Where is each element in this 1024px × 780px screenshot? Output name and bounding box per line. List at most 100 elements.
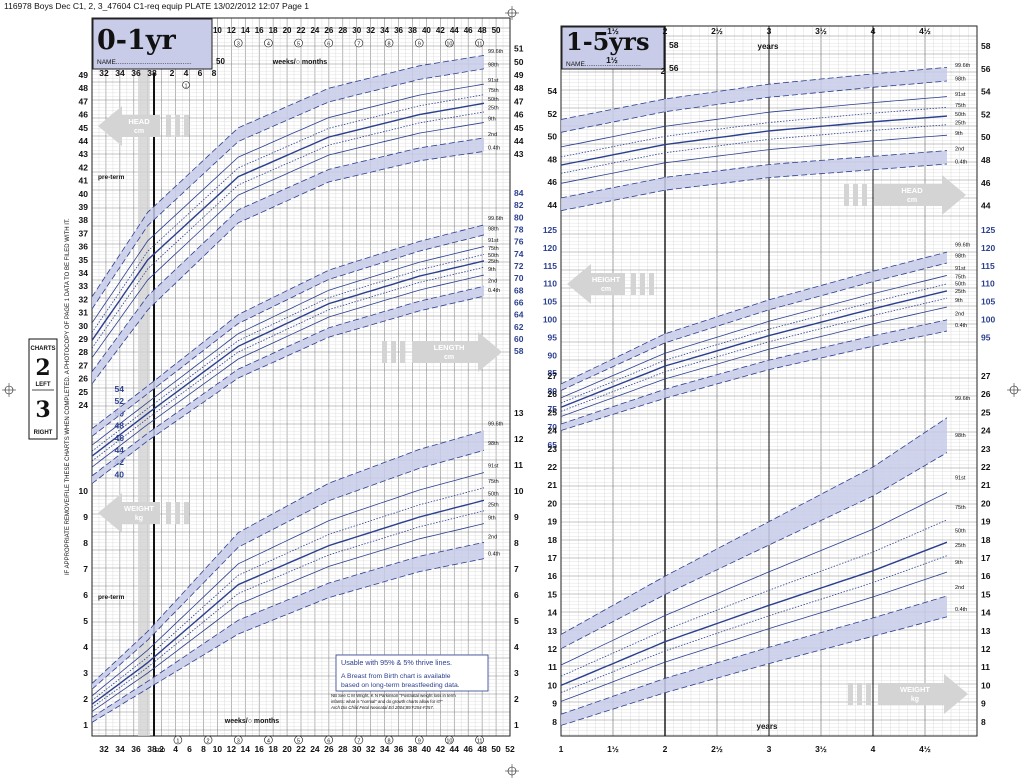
height-tick-label: 110 bbox=[981, 279, 995, 289]
head-tick-label: 28 bbox=[79, 347, 89, 357]
r-weight-centile-9th bbox=[561, 571, 947, 702]
bottom-month-label: 3 bbox=[237, 739, 240, 745]
bottom-week-label: 40 bbox=[422, 744, 432, 754]
centile-label: 9th bbox=[955, 560, 963, 566]
weight-tick-label: 7 bbox=[83, 564, 88, 574]
bottom-year-label: 4 bbox=[871, 744, 876, 754]
month-circle bbox=[414, 38, 424, 48]
length-centile-99_6th bbox=[92, 224, 484, 429]
name-field: NAME............................... bbox=[566, 61, 641, 68]
top-week-label: 24 bbox=[310, 26, 319, 35]
badge-label: CHARTS bbox=[31, 346, 56, 352]
centile-label: 99.6th bbox=[488, 49, 503, 55]
centile-label: 0.4th bbox=[488, 551, 500, 557]
length-tick-label: 72 bbox=[514, 261, 524, 271]
weight-tick-label: 21 bbox=[981, 480, 991, 490]
centile-label: 50th bbox=[955, 282, 966, 288]
length-centile-9th bbox=[92, 274, 484, 468]
weight-tick-label: 4 bbox=[514, 642, 519, 652]
bottom-month-label: 11 bbox=[477, 739, 483, 745]
edd-week-label: 6 bbox=[198, 68, 203, 78]
head-centile-9th bbox=[92, 122, 484, 358]
weight-tick-label: 12 bbox=[514, 434, 524, 444]
weight-tick-label: 5 bbox=[83, 616, 88, 626]
bottom-year-label: 2½ bbox=[711, 744, 723, 754]
head-tick-label: 45 bbox=[79, 123, 89, 133]
month-circle bbox=[324, 38, 334, 48]
length-arrow-label: cm bbox=[444, 354, 454, 361]
weight-group bbox=[92, 430, 484, 723]
r-weight-centile-0_4th bbox=[561, 616, 947, 726]
weight-tick-label: 21 bbox=[548, 480, 558, 490]
centile-label: 75th bbox=[488, 88, 499, 94]
r-weight-arrow-label: WEIGHT bbox=[900, 685, 930, 694]
top-week-label: 14 bbox=[241, 26, 250, 35]
weight-tick-label: 18 bbox=[548, 535, 558, 545]
preterm-week-label: 32 bbox=[99, 68, 109, 78]
head-tick-label: 25 bbox=[79, 387, 89, 397]
badge-label: LEFT bbox=[36, 382, 51, 388]
length-centile-75th bbox=[92, 253, 484, 452]
centile-label: 75th bbox=[488, 246, 499, 252]
r-height-centile-0_4th bbox=[561, 330, 947, 431]
bottom-year-label: 1 bbox=[559, 744, 564, 754]
head-tick-label: 58 bbox=[981, 41, 991, 51]
head-centile-75th bbox=[92, 94, 484, 333]
centile-label: 25th bbox=[955, 289, 966, 295]
weight-arrow-bar bbox=[175, 502, 180, 524]
bottom-week-label: 22 bbox=[296, 744, 306, 754]
top-year-label: 1½ bbox=[606, 55, 618, 65]
weight-tick-label: 13 bbox=[981, 626, 991, 636]
centile-label: 50th bbox=[488, 97, 499, 103]
r-weight-arrow-bar bbox=[857, 683, 862, 705]
height-tick-label: 120 bbox=[543, 243, 557, 253]
length-tick-label: 68 bbox=[514, 285, 524, 295]
r-head-arrow-bar bbox=[862, 184, 867, 206]
top-month-label: 6 bbox=[327, 42, 330, 48]
top-week-label: 10 bbox=[213, 26, 222, 35]
r-head-group bbox=[561, 66, 947, 212]
head-tick-label: 44 bbox=[514, 136, 524, 146]
r-weight-centile-98th bbox=[561, 452, 947, 650]
r-height-centile-9th bbox=[561, 306, 947, 417]
weight-tick-label: 23 bbox=[981, 444, 991, 454]
head-group bbox=[92, 54, 484, 385]
r-head-arrow: HEAD cm bbox=[844, 175, 966, 215]
month-circle bbox=[173, 735, 183, 745]
top-week-label: 26 bbox=[324, 26, 333, 35]
head-tick-label: 46 bbox=[79, 110, 89, 120]
weight-tick-label: 11 bbox=[514, 460, 523, 470]
r-weight-arrow-shape bbox=[878, 674, 968, 714]
head-tick-label: 37 bbox=[79, 228, 89, 238]
head-arrow-bar bbox=[166, 115, 171, 137]
top-week-label: 46 bbox=[464, 26, 473, 35]
r-weight-band-high bbox=[561, 417, 947, 649]
title-box bbox=[561, 26, 665, 70]
preterm-week-label: 36 bbox=[131, 68, 141, 78]
head-tick-label: 30 bbox=[79, 321, 89, 331]
weeks-months-label: weeks/○ months bbox=[224, 718, 280, 725]
bottom-week-label: 50 bbox=[491, 744, 501, 754]
reference-note: NB See C M Wright, K N Parkinson "Postna… bbox=[331, 693, 456, 698]
weight-tick-label: 9 bbox=[83, 512, 88, 522]
length-tick-label: 74 bbox=[514, 249, 524, 259]
weight-tick-label: 12 bbox=[981, 644, 991, 654]
head-tick-label: 40 bbox=[79, 189, 89, 199]
centile-label: 9th bbox=[488, 516, 496, 522]
bottom-week-label: 32 bbox=[366, 744, 376, 754]
edd-week-label: 8 bbox=[212, 68, 217, 78]
head-centile-99_6th bbox=[92, 54, 484, 298]
top-week-label: 28 bbox=[338, 26, 347, 35]
top-year-label: 2½ bbox=[711, 26, 723, 36]
badge-number: 2 bbox=[35, 355, 50, 381]
weight-tick-label: 7 bbox=[514, 564, 519, 574]
head-centile-98th bbox=[92, 68, 484, 310]
top-week-label: 48 bbox=[478, 26, 487, 35]
month-circle bbox=[324, 735, 334, 745]
weight-tick-label: 17 bbox=[548, 553, 558, 563]
head-tick-label: 43 bbox=[514, 149, 524, 159]
height-tick-label: 90 bbox=[548, 350, 558, 360]
weight-centile-9th bbox=[92, 523, 484, 712]
head-tick-label: 54 bbox=[548, 86, 558, 96]
head-tick-label: 32 bbox=[79, 294, 89, 304]
